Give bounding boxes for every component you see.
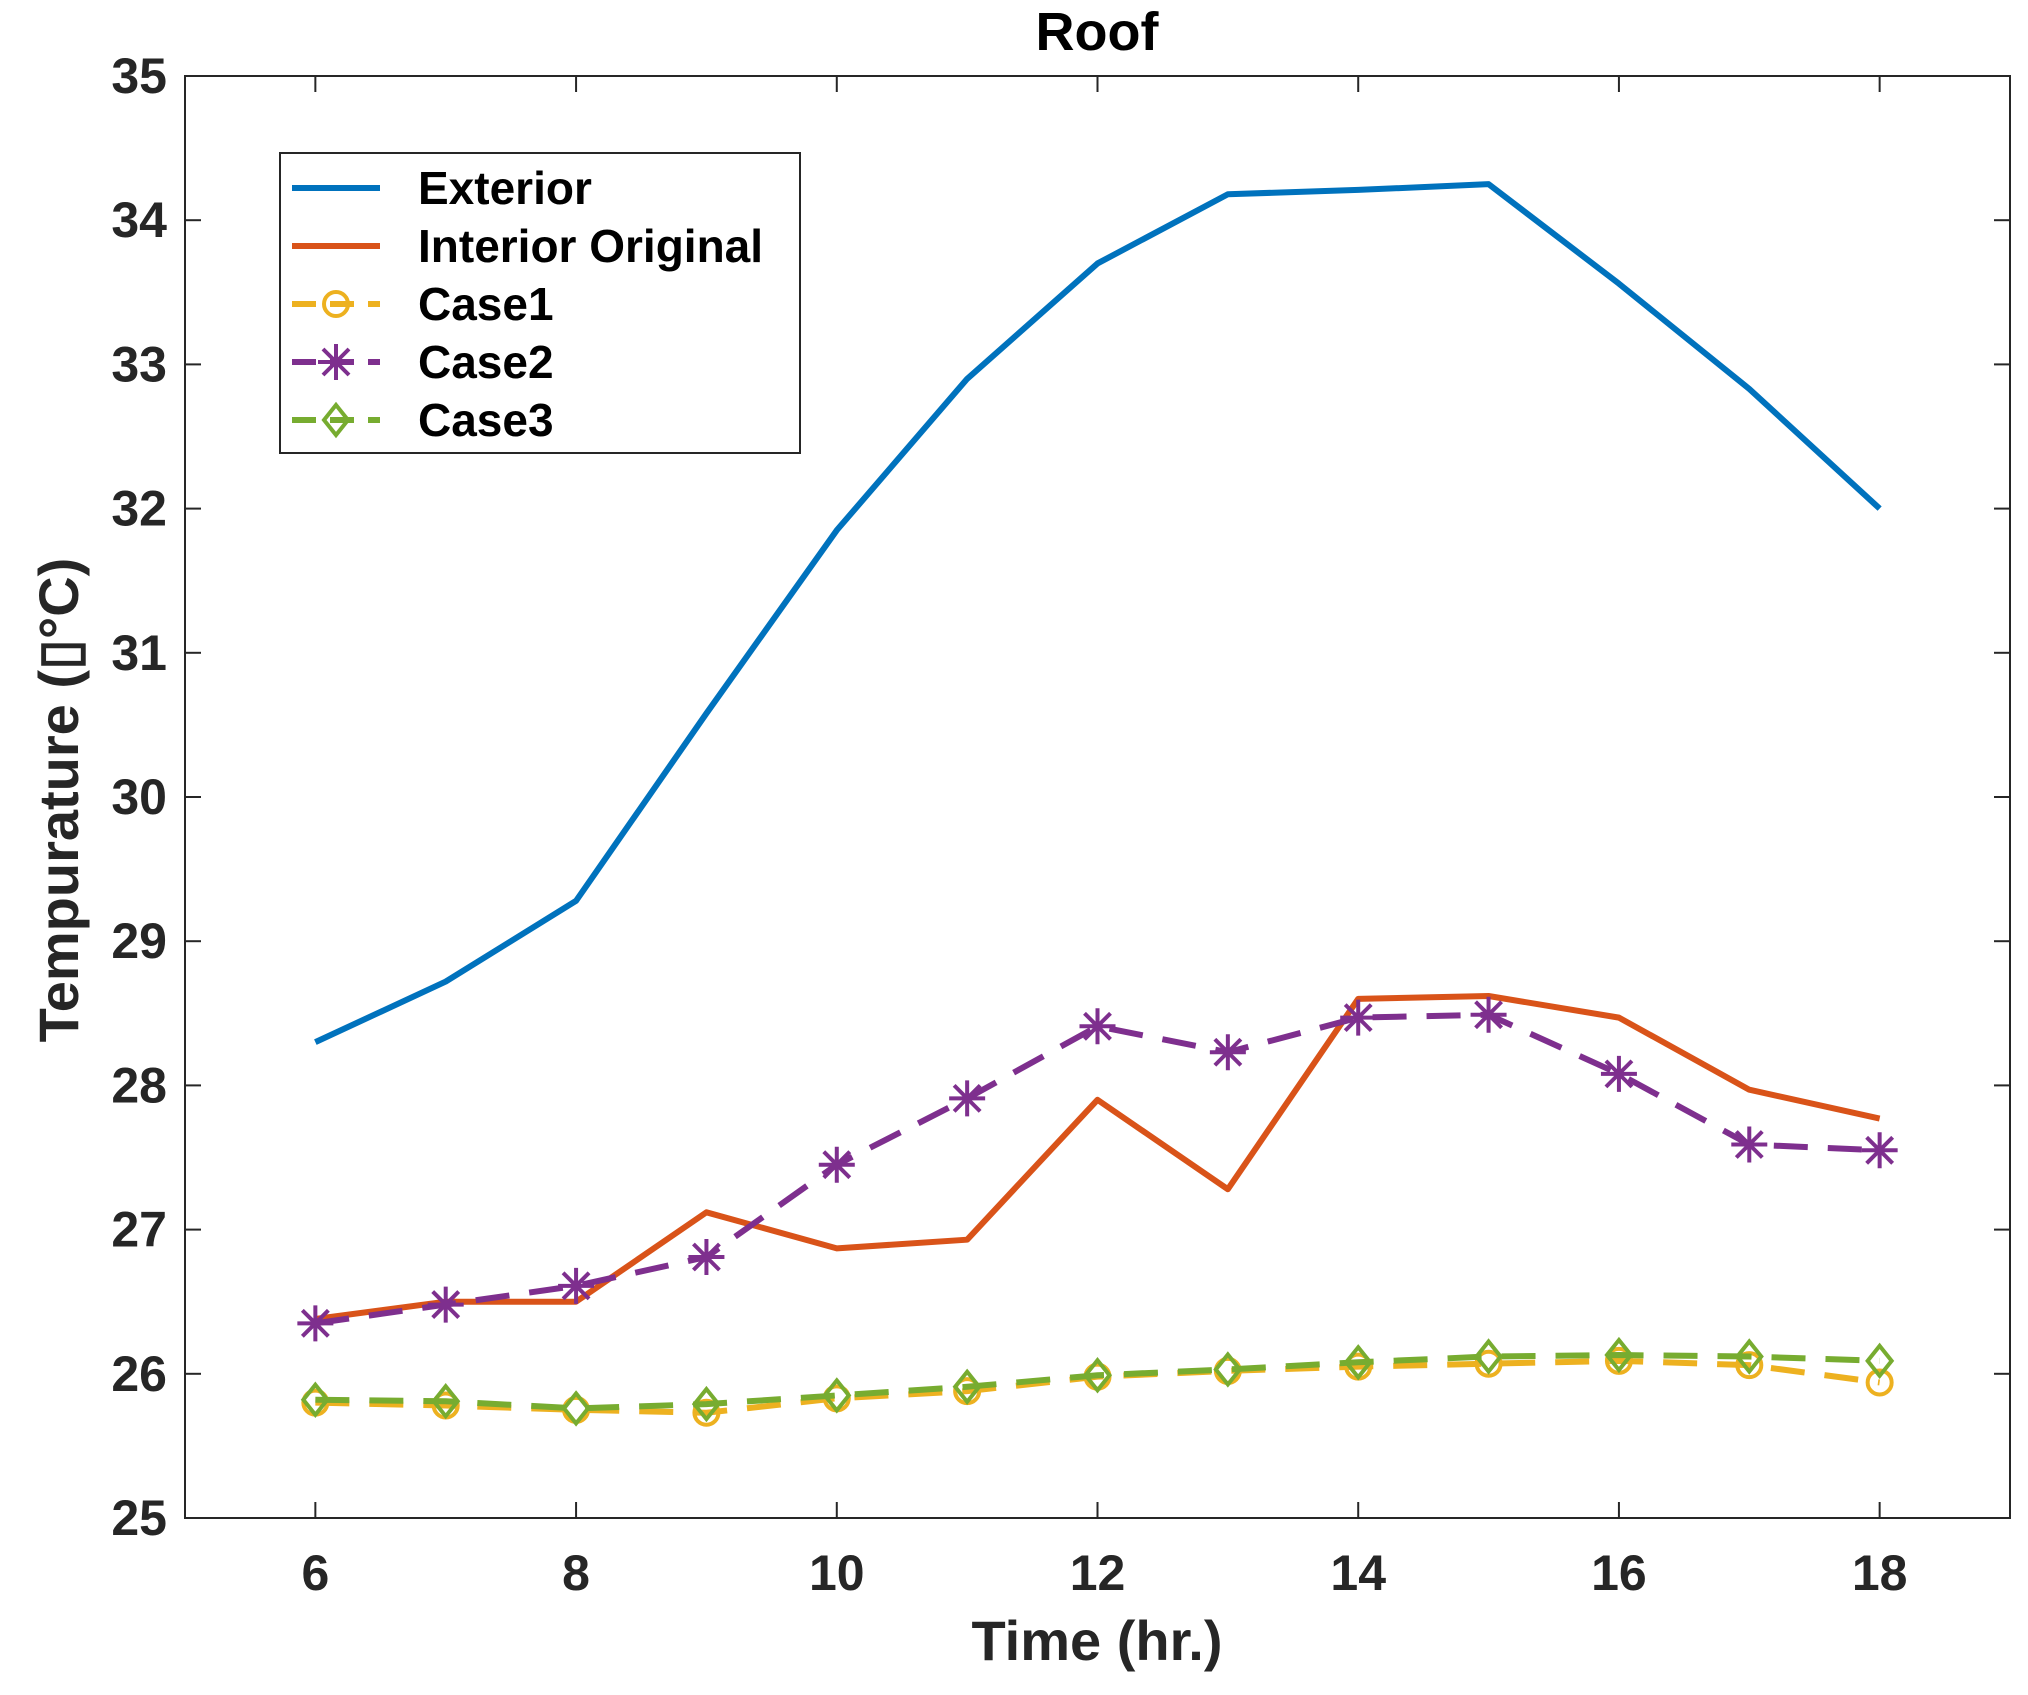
y-tick-label: 35 — [111, 48, 167, 104]
series-layer — [297, 181, 1898, 1427]
data-point-asterisk — [1209, 1034, 1246, 1071]
data-point-diamond — [431, 1382, 461, 1420]
data-point-asterisk — [1470, 996, 1507, 1033]
data-point-diamond — [691, 1385, 721, 1423]
data-point-diamond — [1474, 1338, 1504, 1375]
legend-item: Case3 — [292, 394, 554, 446]
x-tick-label: 8 — [562, 1545, 590, 1601]
data-point-diamond — [300, 1381, 330, 1418]
data-point-diamond — [1343, 1344, 1373, 1381]
series-0 — [314, 181, 1882, 1045]
y-tick-label: 25 — [111, 1490, 167, 1546]
y-axis-label: Tempurature (▯°C) — [27, 558, 90, 1043]
series-line — [315, 1352, 1880, 1412]
data-point-diamond — [1604, 1336, 1634, 1374]
legend-items: Exterior Interior Original Case1 Case2 Case3 — [292, 162, 763, 446]
x-tick-label: 12 — [1070, 1545, 1126, 1601]
x-tick-label: 10 — [809, 1545, 865, 1601]
legend-label: Case2 — [418, 336, 554, 388]
x-tick-label: 14 — [1330, 1545, 1386, 1601]
series-line — [314, 181, 1882, 1045]
data-point-circle — [692, 1398, 721, 1427]
data-point-diamond — [1082, 1357, 1113, 1394]
y-tick-label: 27 — [111, 1202, 167, 1258]
data-point-asterisk — [1600, 1055, 1637, 1092]
y-tick-label: 28 — [111, 1057, 167, 1113]
data-point-diamond — [1865, 1342, 1895, 1380]
data-point-asterisk — [688, 1239, 725, 1275]
legend-item: Interior Original — [292, 220, 763, 272]
data-point-diamond — [561, 1390, 591, 1427]
data-point-circle — [1474, 1349, 1503, 1378]
legend-label: Case3 — [418, 394, 554, 446]
data-point-asterisk — [297, 1305, 334, 1342]
data-point-diamond — [1213, 1351, 1243, 1388]
legend-label: Case1 — [418, 278, 554, 330]
legend: Exterior Interior Original Case1 Case2 Case3 — [279, 152, 801, 454]
y-tick-label: 31 — [111, 625, 167, 681]
y-tick-label: 30 — [111, 769, 167, 825]
y-tick-label: 33 — [111, 336, 167, 392]
x-axis-label: Time (hr.) — [971, 1609, 1222, 1672]
y-tick-label: 34 — [111, 192, 167, 248]
legend-label: Interior Original — [418, 220, 763, 272]
data-point-diamond — [822, 1377, 852, 1414]
data-point-asterisk — [1731, 1126, 1768, 1163]
plot-area-frame — [184, 75, 2011, 1519]
legend-item: Exterior — [292, 162, 592, 214]
y-tick-label: 29 — [111, 913, 167, 969]
legend-label: Exterior — [418, 162, 592, 214]
series-4 — [300, 1336, 1895, 1427]
x-tick-label: 16 — [1591, 1545, 1647, 1601]
data-point-diamond — [952, 1368, 982, 1405]
data-point-asterisk — [1340, 999, 1377, 1036]
x-tick-label: 18 — [1852, 1545, 1908, 1601]
data-point-asterisk — [427, 1286, 464, 1323]
data-point-asterisk — [1861, 1132, 1898, 1169]
ticks-layer: 6 8 10 12 14 16 18 25 26 27 28 29 30 31 32 33 34 35 — [111, 48, 2010, 1601]
data-point-diamond — [321, 401, 351, 439]
data-point-asterisk — [558, 1267, 595, 1304]
data-point-asterisk — [1079, 1008, 1116, 1045]
data-point-asterisk — [318, 344, 354, 380]
legend-box — [279, 152, 801, 454]
y-tick-label: 32 — [111, 481, 167, 537]
series-3 — [297, 996, 1898, 1342]
data-point-circle — [322, 290, 350, 318]
data-point-asterisk — [818, 1146, 855, 1183]
data-point-asterisk — [949, 1080, 986, 1117]
data-point-circle — [1865, 1368, 1894, 1397]
y-tick-label: 26 — [111, 1346, 167, 1402]
x-tick-label: 6 — [301, 1545, 329, 1601]
data-point-diamond — [1734, 1338, 1764, 1375]
legend-item: Case1 — [292, 278, 554, 330]
data-point-circle — [1735, 1351, 1764, 1380]
legend-item: Case2 — [292, 336, 554, 388]
chart-title: Roof — [1036, 2, 1160, 62]
